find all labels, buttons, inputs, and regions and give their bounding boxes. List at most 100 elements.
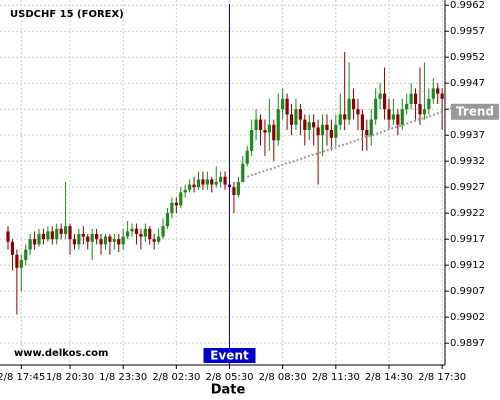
x-tick-label: 2/8 17:30 [418,372,466,383]
candle-body [50,231,54,240]
candle-body [223,176,227,185]
candle-body [281,98,285,110]
y-tick-label: 0.9907 [450,286,485,297]
x-tick-label: 1/8 23:30 [99,372,147,383]
candle-body [32,239,37,245]
event-label-box [203,348,256,363]
candle-body [241,163,245,182]
candle-body [139,233,143,237]
candle-body [316,127,320,136]
candle-body [329,129,333,138]
overlay: Trend Event [203,4,499,365]
candle-body [382,93,387,110]
candle-body [183,189,187,193]
y-tick-label: 0.9957 [450,26,485,37]
candle-body [210,179,214,185]
candle-body [143,228,147,237]
candle-body [121,236,125,245]
candle-body [63,226,68,234]
candle-body [192,184,196,188]
candle-body [59,228,63,234]
candle-body [232,187,236,195]
x-tick-label: 2/8 08:30 [259,372,307,383]
candle-body [374,98,378,120]
candle-body [179,192,183,206]
candle-body [72,239,77,245]
candle-body [378,93,382,99]
candle-body [325,124,329,130]
candle-body [263,129,267,133]
candle-body [112,239,116,242]
x-tick-label: 2/8 02:30 [152,372,200,383]
candle-body [108,236,112,242]
y-tick-label: 0.9952 [450,52,485,63]
candle-body [24,249,28,260]
candle-body [37,233,41,245]
candle-body [90,233,94,242]
x-axis-label: Date [211,383,246,398]
candle-body [320,124,325,136]
candle-body [55,228,59,240]
y-tick-label: 0.9912 [450,260,485,271]
x-tick-label: 2/8 05:30 [205,372,253,383]
y-tick-label: 0.9917 [450,234,485,245]
trend-label: Trend [456,104,494,118]
candle-body [219,176,223,182]
candle-body [117,239,121,245]
candle-body [294,109,298,125]
candle-body [19,259,23,268]
candle-body [303,119,307,130]
candle-body [152,239,156,242]
y-tick-label: 0.9947 [450,78,485,89]
candle-body [28,239,32,250]
candle-body [250,129,254,151]
candle-body [157,236,161,242]
candle-body [254,119,258,130]
watermark: www.delkos.com [14,348,108,359]
candle-body [103,236,108,245]
candle-body [99,239,103,245]
x-tick-label: 2/8 11:30 [312,372,360,383]
x-tick-label: 1/8 20:30 [46,372,94,383]
candle-body [86,236,90,242]
candle-body [214,181,218,185]
event-label: Event [210,349,249,363]
candle-body [276,109,280,141]
candle-body [312,122,316,128]
candle-body [405,103,409,110]
candle-body [409,93,413,104]
candle-body [174,202,178,206]
y-tick-label: 0.9937 [450,130,485,141]
candle-body [369,119,373,136]
candle-body [387,109,391,120]
candle-body [10,241,15,255]
candle-body [161,226,165,237]
y-tick-label: 0.9897 [450,338,485,349]
marks [6,51,444,315]
candle-body [334,124,338,138]
candle-body [165,213,170,227]
candle-body [81,233,85,237]
candle-body [289,114,294,125]
candle-body [343,114,347,120]
candle-body [15,254,19,268]
candle-body [391,114,396,120]
candle-body [396,114,400,125]
y-tick-label: 0.9932 [450,156,485,167]
y-tick-label: 0.9927 [450,182,485,193]
candle-body [95,233,99,240]
candle-body [338,114,342,125]
candle-body [134,228,139,234]
candle-body [285,98,289,115]
candle-body [360,114,364,130]
x-tick-label: 2/8 17:45 [0,372,45,383]
candle-body [400,109,404,125]
candle-body [41,233,46,240]
trend-label-box [451,103,499,120]
candle-body [196,179,201,188]
candle-body [77,233,81,245]
x-tick-label: 2/8 14:30 [365,372,413,383]
candle-body [351,98,356,110]
